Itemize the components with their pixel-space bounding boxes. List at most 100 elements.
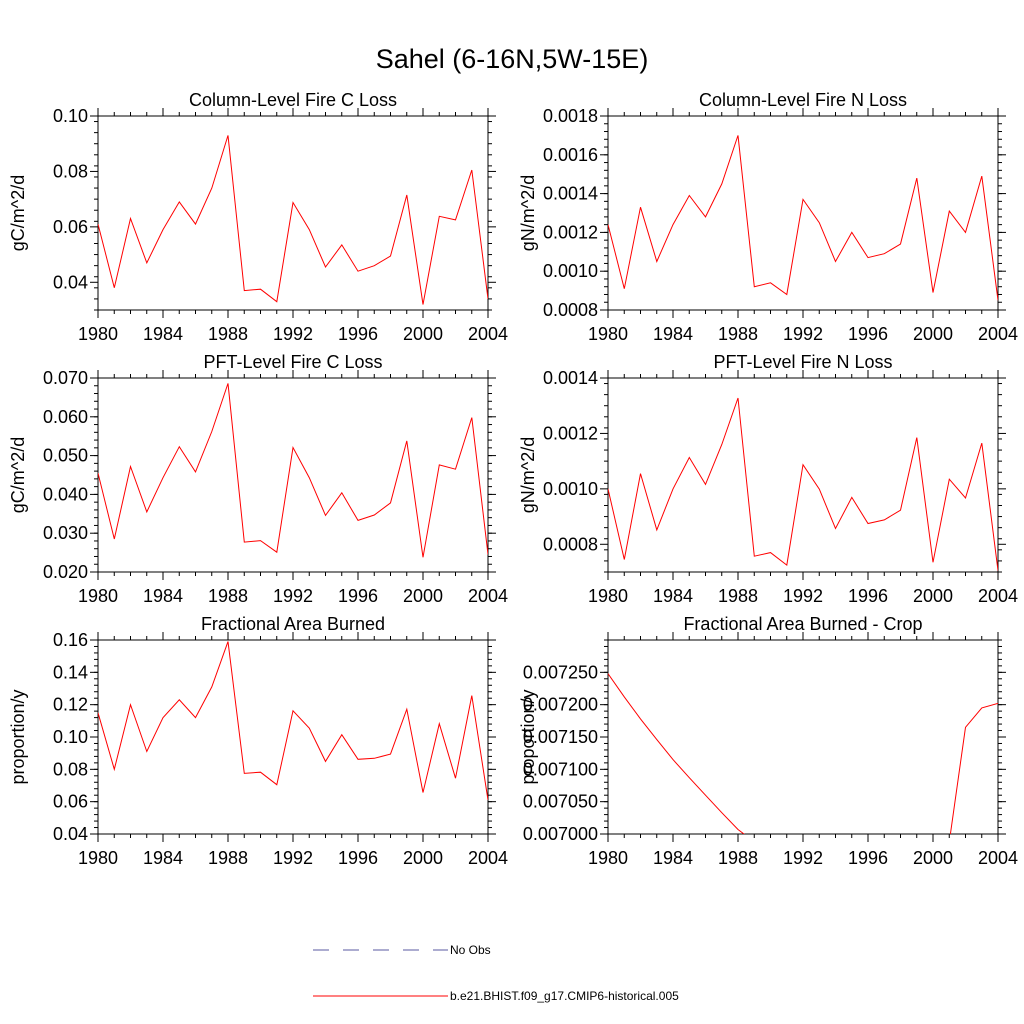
- y-tick-label: 0.030: [43, 523, 88, 543]
- chart-panel-3: PFT-Level Fire C Loss gC/m^2/d 0.020 0.030 0…: [8, 352, 508, 606]
- x-tick-label: 1980: [78, 586, 118, 606]
- y-tick-label: 0.0016: [543, 145, 598, 165]
- y-tick-label: 0.007050: [523, 792, 598, 812]
- chart-panel-2: Column-Level Fire N Loss gN/m^2/d 0.0008 0.…: [518, 90, 1018, 344]
- y-axis-label: gC/m^2/d: [8, 437, 28, 513]
- x-tick-label: 2000: [913, 586, 953, 606]
- legend-obs-label: No Obs: [450, 943, 491, 957]
- x-tick-label: 2004: [978, 848, 1018, 868]
- panel-title: Fractional Area Burned: [201, 614, 385, 634]
- x-tick-label: 1984: [143, 324, 183, 344]
- x-tick-label: 1992: [273, 324, 313, 344]
- x-tick-label: 1984: [653, 848, 693, 868]
- x-tick-label: 1984: [143, 586, 183, 606]
- y-tick-label: 0.12: [53, 695, 88, 715]
- series-line: [98, 135, 488, 305]
- chart-panels: Column-Level Fire C Loss gC/m^2/d 0.04 0.06…: [8, 90, 1018, 868]
- x-tick-label: 1996: [848, 324, 888, 344]
- x-tick-label: 2004: [468, 586, 508, 606]
- y-tick-label: 0.16: [53, 630, 88, 650]
- y-tick-label: 0.0014: [543, 184, 598, 204]
- x-tick-label: 2000: [403, 848, 443, 868]
- y-tick-label: 0.007100: [523, 759, 598, 779]
- x-tick-label: 1980: [78, 324, 118, 344]
- series-line: [608, 135, 998, 301]
- y-tick-label: 0.10: [53, 727, 88, 747]
- x-tick-label: 1992: [273, 586, 313, 606]
- plot-frame: [97, 115, 489, 311]
- x-tick-label: 1980: [588, 324, 628, 344]
- x-tick-label: 1992: [783, 848, 823, 868]
- y-tick-label: 0.06: [53, 792, 88, 812]
- y-tick-label: 0.0008: [543, 300, 598, 320]
- y-tick-label: 0.050: [43, 446, 88, 466]
- y-tick-label: 0.0012: [543, 222, 598, 242]
- y-tick-label: 0.08: [53, 161, 88, 181]
- y-tick-label: 0.040: [43, 484, 88, 504]
- plot-frame: [607, 639, 999, 835]
- panel-title: Column-Level Fire N Loss: [699, 90, 907, 110]
- x-tick-label: 1984: [653, 586, 693, 606]
- y-tick-label: 0.0010: [543, 479, 598, 499]
- y-axis-label: proportion/y: [8, 689, 28, 784]
- x-tick-label: 2000: [913, 324, 953, 344]
- x-tick-label: 1996: [338, 586, 378, 606]
- y-tick-label: 0.10: [53, 106, 88, 126]
- y-tick-label: 0.08: [53, 759, 88, 779]
- y-tick-label: 0.0012: [543, 423, 598, 443]
- panel-title: PFT-Level Fire N Loss: [713, 352, 892, 372]
- chart-panel-5: Fractional Area Burned proportion/y 0.04 0.…: [8, 614, 508, 868]
- y-tick-label: 0.06: [53, 217, 88, 237]
- x-tick-label: 1996: [848, 848, 888, 868]
- x-tick-label: 1988: [718, 324, 758, 344]
- x-tick-label: 1992: [783, 324, 823, 344]
- y-tick-label: 0.007000: [523, 824, 598, 844]
- panel-title: Fractional Area Burned - Crop: [683, 614, 922, 634]
- y-axis-label: gN/m^2/d: [518, 437, 538, 513]
- y-tick-label: 0.04: [53, 824, 88, 844]
- x-tick-label: 2000: [403, 586, 443, 606]
- x-tick-label: 1988: [208, 848, 248, 868]
- x-tick-label: 2004: [468, 324, 508, 344]
- x-tick-label: 1992: [783, 586, 823, 606]
- series-line: [608, 673, 998, 834]
- x-tick-label: 1988: [208, 586, 248, 606]
- panel-title: Column-Level Fire C Loss: [189, 90, 397, 110]
- page-title: Sahel (6-16N,5W-15E): [376, 44, 649, 74]
- y-tick-label: 0.020: [43, 562, 88, 582]
- legend: No Obs b.e21.BHIST.f09_g17.CMIP6-histori…: [313, 943, 679, 1003]
- panel-title: PFT-Level Fire C Loss: [203, 352, 382, 372]
- x-tick-label: 1996: [338, 848, 378, 868]
- y-tick-label: 0.060: [43, 407, 88, 427]
- series-line: [98, 641, 488, 801]
- series-line: [98, 383, 488, 558]
- y-tick-label: 0.007200: [523, 695, 598, 715]
- chart-panel-4: PFT-Level Fire N Loss gN/m^2/d 0.0008 0.001…: [518, 352, 1018, 606]
- x-tick-label: 2000: [913, 848, 953, 868]
- series-line: [608, 397, 998, 571]
- x-tick-label: 1996: [848, 586, 888, 606]
- y-axis-label: proportion/y: [518, 689, 538, 784]
- x-tick-label: 1980: [588, 848, 628, 868]
- legend-model-label: b.e21.BHIST.f09_g17.CMIP6-historical.005: [450, 989, 679, 1003]
- y-tick-label: 0.0018: [543, 106, 598, 126]
- chart-panel-6: Fractional Area Burned - Crop proportion/…: [518, 614, 1018, 868]
- y-axis-label: gN/m^2/d: [518, 175, 538, 251]
- y-tick-label: 0.0014: [543, 368, 598, 388]
- y-axis-label: gC/m^2/d: [8, 175, 28, 251]
- chart-panel-1: Column-Level Fire C Loss gC/m^2/d 0.04 0.06…: [8, 90, 508, 344]
- x-tick-label: 2004: [468, 848, 508, 868]
- x-tick-label: 1984: [143, 848, 183, 868]
- y-tick-label: 0.007250: [523, 662, 598, 682]
- y-tick-label: 0.14: [53, 662, 88, 682]
- plot-frame: [97, 639, 489, 835]
- x-tick-label: 1980: [588, 586, 628, 606]
- y-tick-label: 0.070: [43, 368, 88, 388]
- x-tick-label: 1996: [338, 324, 378, 344]
- x-tick-label: 1980: [78, 848, 118, 868]
- x-tick-label: 1992: [273, 848, 313, 868]
- y-tick-label: 0.0010: [543, 261, 598, 281]
- plot-frame: [97, 377, 489, 573]
- x-tick-label: 2004: [978, 324, 1018, 344]
